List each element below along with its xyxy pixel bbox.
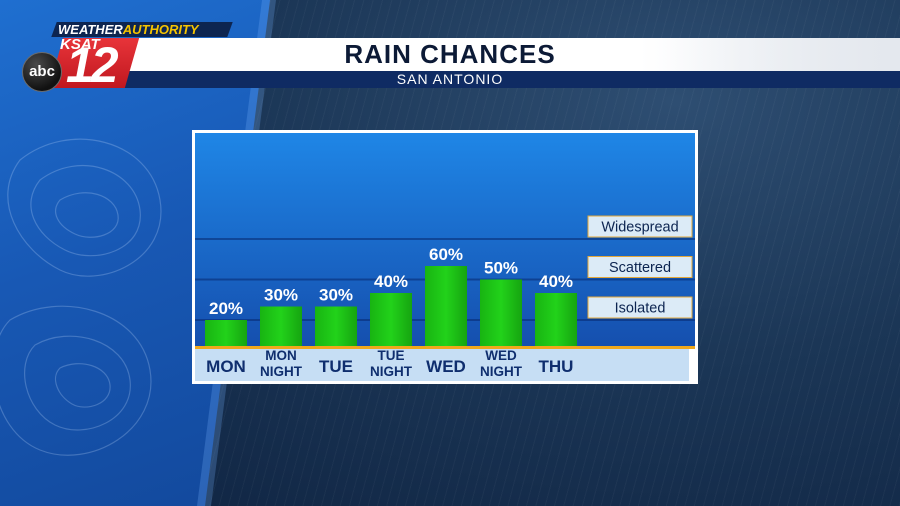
category-label-line-1-1: NIGHT (260, 364, 303, 379)
category-label-3: TUE NIGHT (370, 348, 413, 379)
bar-3 (370, 293, 412, 347)
tier-box-scattered (587, 256, 693, 278)
tier-box-widespread (587, 215, 693, 238)
category-label-4: WED (426, 357, 466, 376)
chart-svg: Isolated Scattered Widespread 20% 30% 30% 40%… (195, 133, 695, 381)
category-label-line-3-0: TUE (378, 348, 405, 363)
bar-1 (260, 306, 302, 347)
bar-4 (425, 266, 467, 347)
bar-5 (480, 279, 522, 347)
header-subtitle-bar (118, 71, 900, 88)
bar-value-label-1: 30% (264, 286, 298, 305)
bar-6 (535, 293, 577, 347)
weather-authority-part1: WEATHER (58, 22, 123, 37)
category-label-2: TUE (319, 357, 353, 376)
bar-value-label-4: 60% (429, 245, 463, 264)
day-label-strip (195, 347, 689, 381)
tier-label-isolated: Isolated (615, 301, 666, 317)
tier-label-scattered: Scattered (609, 260, 671, 276)
channel-number: 12 (66, 37, 119, 93)
station-name: KSAT (60, 36, 100, 53)
tier-box-isolated (587, 296, 693, 319)
bar-layer: 20% 30% 30% 40% 60% 50% 40% (205, 245, 577, 347)
category-label-line-5-0: WED (485, 348, 517, 363)
bar-value-label-2: 30% (319, 286, 353, 305)
category-label-6: THU (539, 357, 574, 376)
category-label-5: WED NIGHT (480, 348, 523, 379)
contour-decoration (0, 138, 162, 456)
tier-label-widespread: Widespread (601, 220, 678, 236)
category-label-1: MON NIGHT (260, 348, 303, 379)
baseline-line (195, 346, 695, 349)
category-label-line-1-0: MON (265, 348, 297, 363)
weather-authority-logo: WEATHERAUTHORITY (58, 21, 199, 38)
chart-subtitle: SAN ANTONIO (396, 71, 504, 87)
weather-authority-part2: AUTHORITY (122, 22, 199, 37)
category-label-0: MON (206, 357, 246, 376)
network-logo: abc (22, 52, 62, 92)
bar-value-label-6: 40% (539, 272, 573, 291)
header-title-bar-fade (640, 38, 900, 71)
rain-chance-chart: Isolated Scattered Widespread 20% 30% 30% 40%… (192, 130, 698, 384)
chart-title: RAIN CHANCES (344, 39, 556, 69)
category-label-line-5-1: NIGHT (480, 364, 523, 379)
bar-2 (315, 306, 357, 347)
category-label-line-3-1: NIGHT (370, 364, 413, 379)
bar-value-label-0: 20% (209, 299, 243, 318)
tier-line-widespread (195, 238, 695, 240)
bar-value-label-5: 50% (484, 259, 518, 278)
bar-value-label-3: 40% (374, 272, 408, 291)
bar-0 (205, 320, 247, 347)
